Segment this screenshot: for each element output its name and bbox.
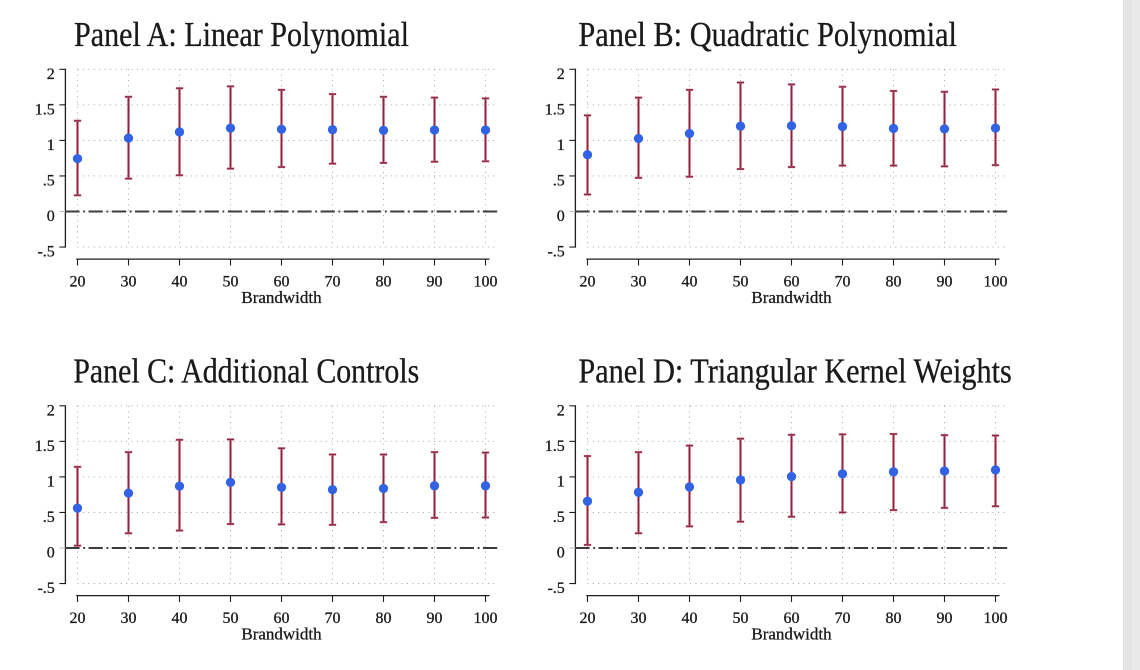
- svg-text:50: 50: [223, 610, 239, 627]
- svg-text:50: 50: [733, 273, 749, 290]
- svg-text:1: 1: [557, 137, 565, 154]
- svg-text:40: 40: [172, 273, 188, 290]
- svg-text:Brandwidth: Brandwidth: [751, 624, 832, 643]
- svg-text:100: 100: [474, 273, 498, 290]
- svg-text:80: 80: [886, 610, 902, 627]
- svg-text:40: 40: [682, 273, 698, 290]
- svg-text:40: 40: [172, 610, 188, 627]
- svg-text:2: 2: [557, 66, 565, 83]
- svg-text:2: 2: [47, 66, 55, 83]
- svg-text:70: 70: [835, 610, 851, 627]
- svg-text:20: 20: [580, 273, 596, 290]
- svg-text:0: 0: [47, 208, 55, 225]
- svg-text:50: 50: [733, 610, 749, 627]
- svg-text:-.5: -.5: [37, 244, 54, 261]
- svg-text:1.5: 1.5: [545, 101, 565, 118]
- svg-text:1.5: 1.5: [35, 101, 55, 118]
- svg-text:Panel C: Additional Controls: Panel C: Additional Controls: [73, 351, 419, 390]
- svg-text:30: 30: [631, 273, 647, 290]
- svg-text:20: 20: [70, 273, 86, 290]
- svg-text:2: 2: [557, 402, 565, 419]
- svg-text:-.5: -.5: [547, 244, 564, 261]
- svg-text:40: 40: [682, 610, 698, 627]
- svg-text:60: 60: [274, 273, 290, 290]
- svg-text:90: 90: [937, 610, 953, 627]
- svg-text:0: 0: [47, 545, 55, 562]
- svg-text:-.5: -.5: [547, 580, 564, 597]
- svg-text:70: 70: [835, 273, 851, 290]
- svg-text:20: 20: [70, 610, 86, 627]
- svg-text:30: 30: [121, 273, 137, 290]
- svg-text:60: 60: [784, 610, 800, 627]
- svg-text:60: 60: [784, 273, 800, 290]
- svg-text:1: 1: [47, 473, 55, 490]
- svg-text:80: 80: [376, 273, 392, 290]
- svg-text:1.5: 1.5: [35, 438, 55, 455]
- svg-text:1: 1: [47, 137, 55, 154]
- svg-text:50: 50: [223, 273, 239, 290]
- svg-text:80: 80: [376, 610, 392, 627]
- svg-text:100: 100: [984, 273, 1008, 290]
- svg-text:Brandwidth: Brandwidth: [751, 288, 832, 307]
- svg-text:Panel B: Quadratic Polynomial: Panel B: Quadratic Polynomial: [578, 15, 957, 54]
- svg-text:0: 0: [557, 208, 565, 225]
- svg-text:Panel A: Linear Polynomial: Panel A: Linear Polynomial: [74, 15, 409, 54]
- svg-text:30: 30: [121, 610, 137, 627]
- svg-text:.5: .5: [553, 172, 565, 189]
- svg-text:.5: .5: [43, 172, 55, 189]
- svg-text:30: 30: [631, 610, 647, 627]
- svg-text:.5: .5: [553, 509, 565, 526]
- svg-text:100: 100: [474, 610, 498, 627]
- svg-text:70: 70: [325, 273, 341, 290]
- svg-text:90: 90: [427, 273, 443, 290]
- svg-text:0: 0: [557, 545, 565, 562]
- svg-text:80: 80: [886, 273, 902, 290]
- svg-text:20: 20: [580, 610, 596, 627]
- svg-text:2: 2: [47, 402, 55, 419]
- svg-text:90: 90: [937, 273, 953, 290]
- svg-text:.5: .5: [43, 509, 55, 526]
- svg-text:Brandwidth: Brandwidth: [241, 288, 322, 307]
- svg-text:70: 70: [325, 610, 341, 627]
- svg-text:1.5: 1.5: [545, 438, 565, 455]
- svg-text:1: 1: [557, 473, 565, 490]
- svg-text:90: 90: [427, 610, 443, 627]
- svg-text:Panel D: Triangular Kernel Wei: Panel D: Triangular Kernel Weights: [578, 351, 1011, 390]
- svg-text:Brandwidth: Brandwidth: [241, 624, 322, 643]
- svg-text:100: 100: [984, 610, 1008, 627]
- svg-text:60: 60: [274, 610, 290, 627]
- svg-text:-.5: -.5: [37, 580, 54, 597]
